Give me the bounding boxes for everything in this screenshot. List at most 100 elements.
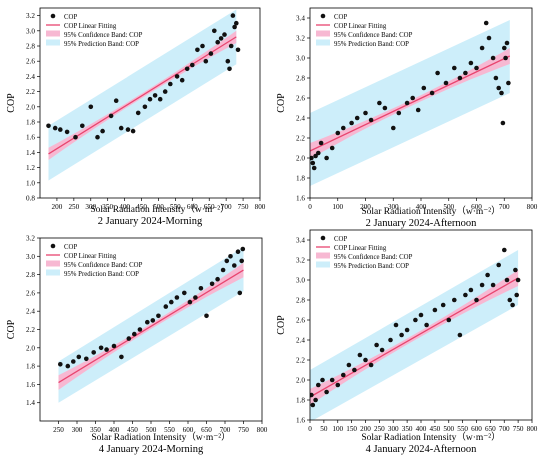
data-point [98,345,104,351]
data-point [329,377,335,383]
data-point [399,332,404,338]
y-tick-label: 3.2 [296,35,305,43]
data-point [228,43,234,49]
data-point [443,80,449,86]
x-tick-label: 550 [164,426,175,434]
x-tick-label: 100 [332,203,343,211]
data-point [150,318,156,323]
y-tick-label: 2.6 [26,289,35,297]
x-tick-label: 700 [220,426,231,434]
data-point [368,117,374,123]
data-point [126,336,132,341]
panel-caption: 4 January 2024-Afternoon [366,444,478,455]
data-point [222,32,227,37]
legend-point-marker [320,13,326,19]
legend-label-fit: COP Linear Fitting [64,253,117,260]
x-tick-label: 50 [320,425,328,433]
data-point [237,290,243,296]
data-point [514,292,519,298]
data-point [341,372,346,378]
y-tick-label: 2.8 [26,271,35,279]
panel-caption: 4 January 2024-Morning [99,444,204,455]
chart-panel-4: 0 50 100 150 200 250 300 350 400 450 500 550 600 650 7… [276,229,538,455]
data-point [479,45,485,51]
x-tick-label: 250 [68,203,79,211]
y-tick-label: 3.0 [26,27,35,35]
data-point [391,125,396,131]
data-point [388,337,393,343]
legend-label-prediction: 95% Prediction Band: COP [334,41,409,48]
legend-confidence-marker [46,260,60,267]
data-point [354,115,360,121]
data-point [169,299,174,305]
data-point [157,96,163,102]
data-point [410,95,416,101]
legend: COP COP Linear Fitting 95% Confidence Band… [316,235,413,270]
data-point [463,70,468,76]
data-point [446,317,452,323]
data-point [490,282,496,288]
x-tick-label: 500 [443,203,454,211]
data-point [490,55,496,61]
data-point [204,313,209,319]
legend-label-fit: COP Linear Fitting [334,245,387,252]
data-point [168,81,173,87]
data-point [440,302,446,308]
data-point [313,153,318,159]
legend-prediction-marker [46,269,60,276]
x-tick-label: 500 [146,426,157,434]
x-tick-label: 450 [136,203,147,211]
legend-label-prediction: 95% Prediction Band: COP [64,41,139,48]
y-tick-label: 1.6 [296,417,305,425]
data-point [324,155,329,161]
y-tick-label: 1.6 [296,195,305,203]
data-point [225,58,231,64]
data-point [163,304,169,309]
data-point [174,74,180,79]
y-tick-label: 2.6 [296,317,305,325]
x-tick-label: 150 [346,425,357,433]
y-tick-label: 1.2 [26,164,35,172]
data-point [212,28,217,34]
data-point [502,247,507,253]
data-point [499,90,504,96]
y-axis-label: COP [6,93,17,113]
data-point [352,367,357,373]
data-point [215,276,220,282]
data-point [452,65,457,71]
y-tick-label: 2.0 [296,155,305,163]
x-tick-label: 750 [238,426,249,434]
data-point [46,123,51,129]
data-point [457,332,463,338]
data-point [182,290,187,296]
data-point [463,292,468,298]
data-point [418,312,424,318]
legend-confidence-marker [46,30,60,37]
data-point [58,127,63,132]
chart-panel-2: 0 100 200 300 400 500 600 700 800 1.6 1.8 2.0 2.2 2.4… [276,7,538,229]
y-axis-label: COP [6,319,17,339]
data-point [486,35,492,41]
x-tick-label: 750 [238,203,249,211]
legend-point-marker [50,13,56,19]
x-tick-label: 500 [443,425,454,433]
data-point [500,120,506,126]
x-tick-label: 350 [90,426,101,434]
data-point [320,377,325,383]
legend-label-confidence: 95% Confidence Band: COP [64,32,143,39]
data-point [156,313,161,319]
data-point [335,130,341,136]
x-tick-label: 300 [388,203,399,211]
y-tick-label: 2.8 [296,297,305,305]
data-point [341,125,346,131]
y-tick-label: 3.2 [26,235,35,243]
data-point [368,362,374,368]
data-point [125,127,131,132]
data-point [71,359,76,364]
data-point [100,128,105,134]
data-point [58,362,63,367]
y-tick-label: 2.0 [26,103,35,111]
x-tick-label: 600 [471,425,482,433]
data-point [474,65,479,71]
data-point [457,75,463,81]
